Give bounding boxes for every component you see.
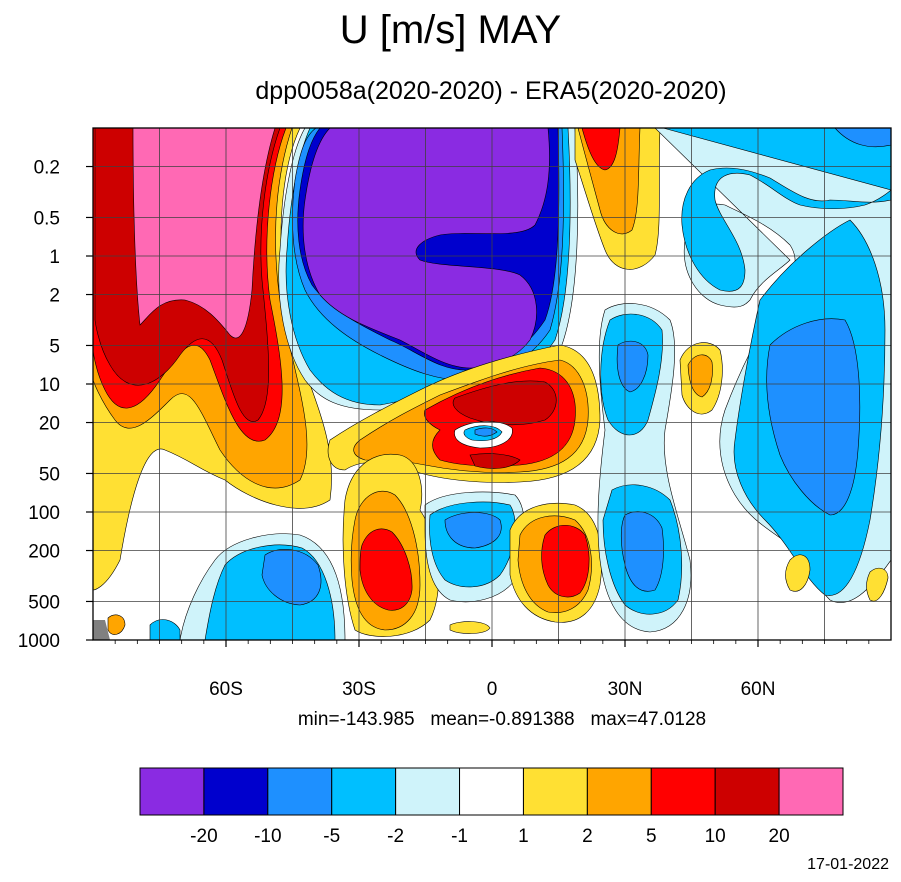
region-sh-sfc-orange <box>107 614 126 635</box>
region-17n-red <box>541 524 590 598</box>
region-25n-top-red <box>581 128 621 171</box>
region-45s-blue <box>261 549 322 606</box>
region-sh-pink <box>132 128 276 339</box>
x-tick-label: 60S <box>209 679 243 700</box>
x-tick-label: 60N <box>741 679 776 700</box>
colorbar-box <box>522 767 588 816</box>
topography <box>93 620 110 640</box>
region-qbo-darkred <box>452 380 557 426</box>
colorbar-box <box>139 767 205 816</box>
region-eq-sfc-yellow <box>449 621 491 634</box>
colorbar-label: 2 <box>582 826 593 847</box>
colorbar-box <box>267 767 333 816</box>
region-30s-red <box>359 528 413 611</box>
colorbar-box <box>459 767 524 816</box>
colorbar-box <box>650 767 716 816</box>
region-30n-blue-low <box>620 511 664 592</box>
y-tick-label: 0.5 <box>34 208 60 229</box>
region-nh-sfc-yellow2 <box>866 567 889 602</box>
chart-title: U [m/s] MAY <box>339 8 562 52</box>
y-tick-label: 1 <box>49 247 60 268</box>
x-tick-label: 30S <box>342 679 376 700</box>
y-tick-label: 20 <box>39 414 60 435</box>
colorbar-box <box>331 767 397 816</box>
colorbar-label: 5 <box>646 826 657 847</box>
x-tick-label: 30N <box>608 679 643 700</box>
colorbar-box <box>586 767 652 816</box>
y-tick-label: 2 <box>49 286 60 307</box>
colorbar-label: -2 <box>387 826 404 847</box>
colorbar-box <box>395 767 461 816</box>
region-nh-cyan-top <box>662 128 891 292</box>
y-tick-label: 0.2 <box>34 158 60 179</box>
y-tick-label: 500 <box>28 592 60 613</box>
x-tick-label: 0 <box>487 679 498 700</box>
y-tick-label: 50 <box>39 464 60 485</box>
y-tick-label: 1000 <box>18 631 60 652</box>
date-stamp: 17-01-2022 <box>807 856 889 873</box>
colorbar-label: -20 <box>190 826 217 847</box>
y-tick-label: 5 <box>49 336 60 357</box>
colorbar-label: 10 <box>705 826 726 847</box>
colorbar-box <box>203 767 269 816</box>
colorbar-label: 1 <box>518 826 529 847</box>
stats-text: min=-143.985 mean=-0.891388 max=47.0128 <box>297 709 707 730</box>
region-eqtrop-blue <box>444 512 502 549</box>
contour-field <box>93 128 891 640</box>
colorbar-label: 20 <box>769 826 790 847</box>
colorbar-label: -10 <box>254 826 281 847</box>
colorbar: -20 -10 -5 -2 -1 1 2 5 10 20 <box>139 767 844 847</box>
axes: 60S 30S 0 30N 60N 0.2 0.5 1 2 5 10 20 50 100 200 500 100… <box>18 158 870 700</box>
chart-subtitle: dpp0058a(2020-2020) - ERA5(2020-2020) <box>255 77 727 105</box>
grid-lines <box>93 128 891 640</box>
region-qbo-blue-eye <box>474 427 498 437</box>
colorbar-label: -5 <box>323 826 340 847</box>
colorbar-box <box>778 767 844 816</box>
colorbar-label: -1 <box>451 826 468 847</box>
y-tick-label: 100 <box>28 503 60 524</box>
colorbar-box <box>714 767 780 816</box>
region-nh-sfc-yellow1 <box>785 554 811 592</box>
y-tick-label: 200 <box>28 542 60 563</box>
region-qbo-darkred-low <box>469 453 521 469</box>
y-tick-label: 10 <box>39 375 60 396</box>
region-sh-sfc-cyan <box>149 619 181 640</box>
region-nh-blue <box>766 318 861 516</box>
region-eq-purple <box>302 128 550 369</box>
